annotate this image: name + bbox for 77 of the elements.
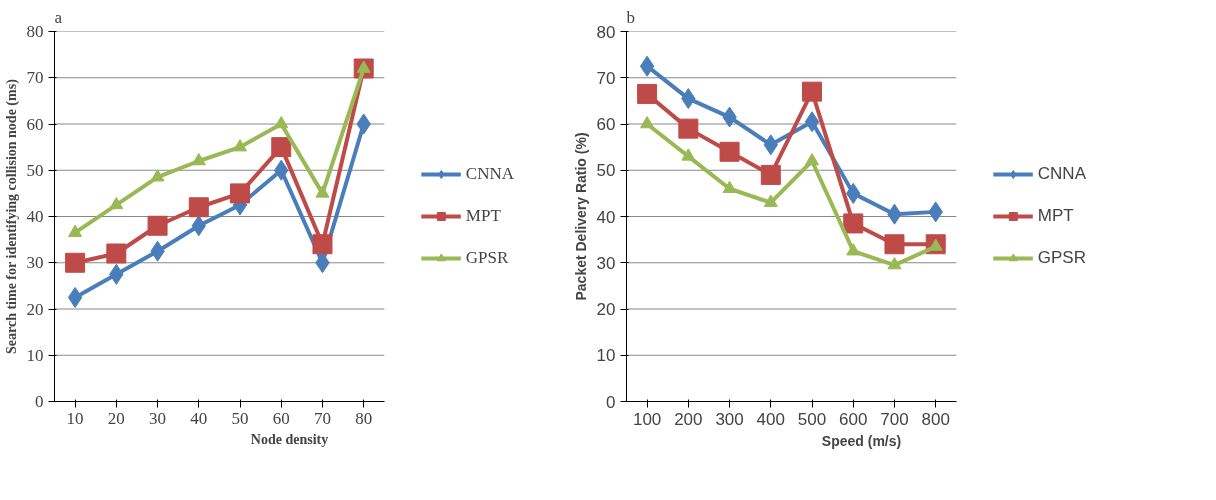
x-axis-title: Node density bbox=[250, 431, 329, 447]
point bbox=[271, 137, 292, 158]
x-tick-label: 800 bbox=[921, 409, 950, 429]
x-tick-label: 200 bbox=[674, 409, 703, 429]
point bbox=[188, 197, 209, 218]
y-tick-label: 70 bbox=[26, 68, 44, 88]
legend-label: CNNA bbox=[1037, 164, 1086, 184]
legend-label: CNNA bbox=[465, 164, 514, 184]
point bbox=[312, 234, 333, 255]
y-tick-label: 0 bbox=[606, 392, 616, 412]
x-axis-title: Speed (m/s) bbox=[821, 432, 902, 449]
x-tick-label: 40 bbox=[190, 408, 208, 428]
y-axis-title: Packet Delivery Ratio (%) bbox=[572, 132, 589, 301]
point bbox=[722, 180, 737, 193]
point bbox=[887, 257, 902, 270]
legend-label: MPT bbox=[1037, 206, 1074, 226]
y-tick-label: 50 bbox=[596, 161, 616, 181]
point bbox=[760, 164, 781, 185]
point bbox=[639, 55, 655, 77]
point bbox=[805, 152, 820, 166]
point bbox=[843, 213, 864, 234]
y-axis-title: Search time for identifying collision node (ms) bbox=[3, 78, 20, 355]
point bbox=[719, 141, 740, 162]
point bbox=[150, 169, 165, 182]
point bbox=[802, 81, 823, 102]
x-tick-label: 100 bbox=[632, 409, 662, 429]
chart-title: a bbox=[54, 7, 63, 27]
y-tick-label: 20 bbox=[596, 300, 616, 319]
y-tick-label: 30 bbox=[26, 253, 44, 273]
point bbox=[846, 243, 861, 256]
point bbox=[67, 286, 83, 308]
y-tick-label: 60 bbox=[596, 115, 616, 134]
point bbox=[678, 118, 699, 139]
point bbox=[640, 115, 655, 129]
x-tick-label: 700 bbox=[880, 409, 909, 429]
x-tick-label: 500 bbox=[797, 409, 827, 429]
point bbox=[191, 152, 206, 166]
point bbox=[233, 139, 248, 152]
legend-label: GPSR bbox=[465, 248, 509, 268]
point bbox=[681, 148, 696, 161]
point bbox=[804, 111, 820, 133]
y-tick-label: 70 bbox=[596, 68, 616, 88]
y-tick-label: 50 bbox=[26, 160, 44, 180]
x-tick-label: 60 bbox=[272, 408, 290, 428]
x-tick-label: 300 bbox=[715, 409, 744, 429]
point bbox=[884, 234, 905, 255]
legend-label: GPSR bbox=[1037, 248, 1086, 268]
chart-title: b bbox=[626, 7, 635, 27]
y-tick-label: 0 bbox=[35, 392, 44, 411]
point bbox=[763, 194, 778, 207]
point bbox=[637, 83, 658, 104]
point bbox=[315, 185, 330, 198]
y-tick-label: 40 bbox=[26, 207, 44, 226]
x-tick-label: 80 bbox=[355, 408, 373, 428]
point bbox=[147, 215, 168, 236]
x-tick-label: 50 bbox=[231, 408, 249, 428]
y-tick-label: 40 bbox=[596, 207, 616, 227]
point bbox=[230, 183, 251, 204]
y-tick-label: 30 bbox=[596, 253, 616, 273]
point bbox=[109, 196, 124, 210]
y-tick-label: 60 bbox=[26, 114, 44, 134]
point bbox=[65, 252, 86, 273]
x-tick-label: 30 bbox=[149, 408, 167, 428]
x-tick-label: 600 bbox=[839, 409, 868, 429]
y-tick-label: 10 bbox=[596, 346, 616, 366]
y-tick-label: 10 bbox=[26, 345, 44, 365]
point bbox=[106, 243, 127, 264]
y-tick-label: 20 bbox=[26, 299, 44, 319]
y-tick-label: 80 bbox=[26, 22, 44, 41]
point bbox=[274, 115, 289, 129]
x-tick-label: 70 bbox=[313, 408, 331, 428]
x-tick-label: 10 bbox=[66, 408, 84, 428]
y-tick-label: 80 bbox=[596, 22, 616, 42]
x-tick-label: 20 bbox=[107, 408, 125, 428]
legend-label: MPT bbox=[465, 206, 501, 226]
x-tick-label: 400 bbox=[756, 409, 785, 429]
point bbox=[68, 224, 83, 237]
